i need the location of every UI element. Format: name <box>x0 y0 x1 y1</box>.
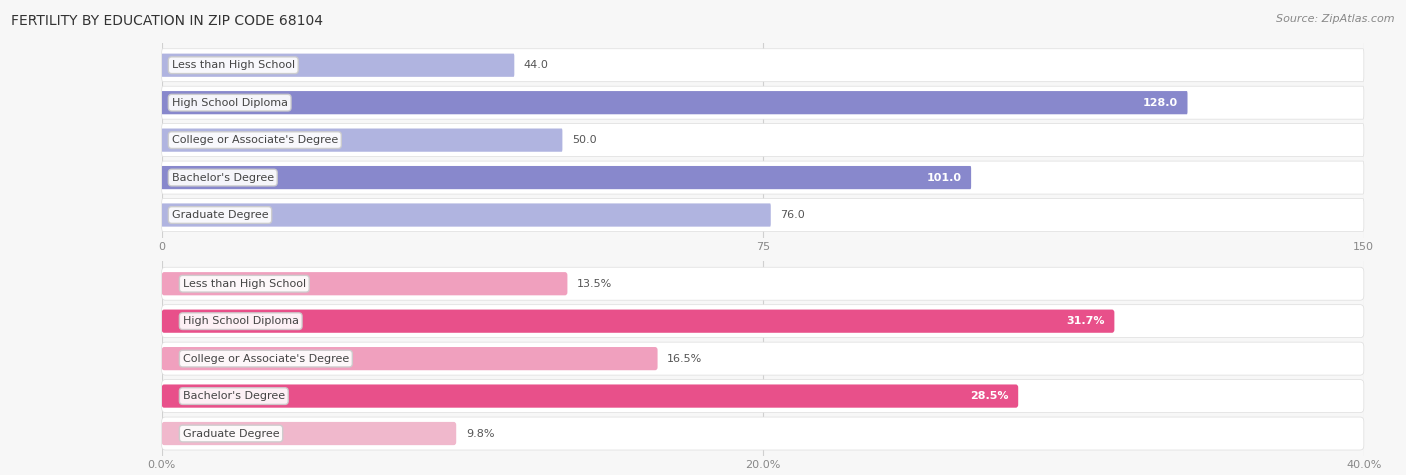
Text: 13.5%: 13.5% <box>576 279 612 289</box>
FancyBboxPatch shape <box>162 161 1364 194</box>
Text: High School Diploma: High School Diploma <box>172 98 288 108</box>
FancyBboxPatch shape <box>162 272 568 295</box>
FancyBboxPatch shape <box>162 380 1364 413</box>
Text: FERTILITY BY EDUCATION IN ZIP CODE 68104: FERTILITY BY EDUCATION IN ZIP CODE 68104 <box>11 14 323 28</box>
Text: 50.0: 50.0 <box>572 135 596 145</box>
FancyBboxPatch shape <box>162 203 770 227</box>
Text: Graduate Degree: Graduate Degree <box>183 428 280 438</box>
Text: Source: ZipAtlas.com: Source: ZipAtlas.com <box>1277 14 1395 24</box>
FancyBboxPatch shape <box>162 54 515 77</box>
FancyBboxPatch shape <box>162 267 1364 300</box>
Text: Graduate Degree: Graduate Degree <box>172 210 269 220</box>
FancyBboxPatch shape <box>162 49 1364 82</box>
Text: College or Associate's Degree: College or Associate's Degree <box>172 135 337 145</box>
Text: 9.8%: 9.8% <box>465 428 495 438</box>
FancyBboxPatch shape <box>162 347 658 370</box>
Text: Less than High School: Less than High School <box>172 60 295 70</box>
FancyBboxPatch shape <box>162 166 972 189</box>
FancyBboxPatch shape <box>162 422 456 445</box>
FancyBboxPatch shape <box>162 304 1364 338</box>
FancyBboxPatch shape <box>162 91 1188 114</box>
Text: Less than High School: Less than High School <box>183 279 307 289</box>
Text: 76.0: 76.0 <box>780 210 806 220</box>
Text: 28.5%: 28.5% <box>970 391 1008 401</box>
Text: 128.0: 128.0 <box>1143 98 1178 108</box>
FancyBboxPatch shape <box>162 384 1018 408</box>
FancyBboxPatch shape <box>162 86 1364 119</box>
Text: 101.0: 101.0 <box>927 172 962 182</box>
Text: College or Associate's Degree: College or Associate's Degree <box>183 353 349 364</box>
Text: 16.5%: 16.5% <box>668 353 703 364</box>
Text: Bachelor's Degree: Bachelor's Degree <box>172 172 274 182</box>
FancyBboxPatch shape <box>162 199 1364 231</box>
FancyBboxPatch shape <box>162 310 1115 333</box>
FancyBboxPatch shape <box>162 342 1364 375</box>
Text: 31.7%: 31.7% <box>1066 316 1105 326</box>
FancyBboxPatch shape <box>162 124 1364 157</box>
FancyBboxPatch shape <box>162 417 1364 450</box>
FancyBboxPatch shape <box>162 129 562 152</box>
Text: 44.0: 44.0 <box>524 60 548 70</box>
Text: Bachelor's Degree: Bachelor's Degree <box>183 391 285 401</box>
Text: High School Diploma: High School Diploma <box>183 316 298 326</box>
